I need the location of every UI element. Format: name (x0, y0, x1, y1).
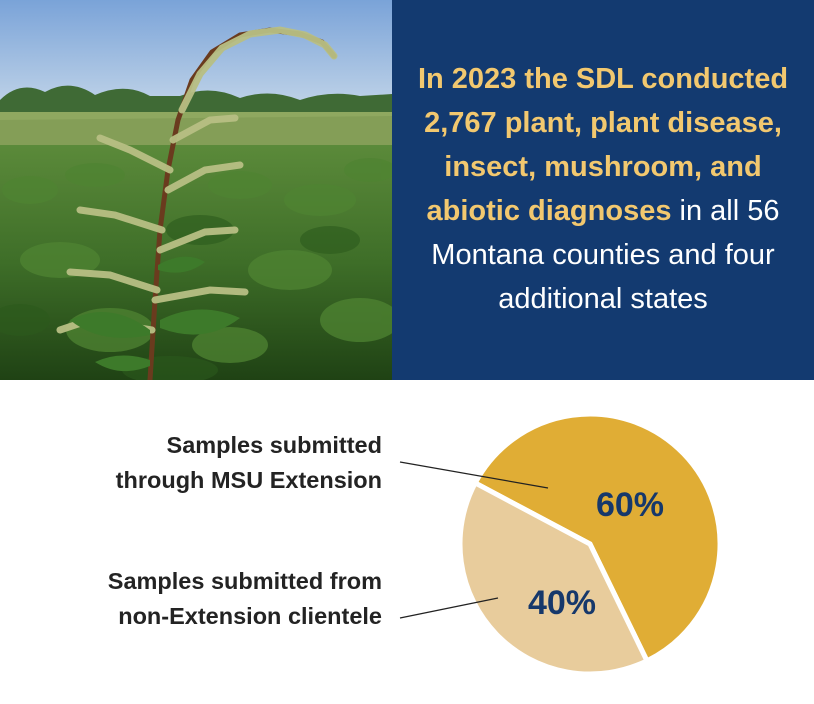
extension-slice-label: Samples submitted through MSU Extension (116, 428, 382, 498)
non-extension-slice (457, 479, 651, 677)
extension-slice-percent: 60% (596, 486, 664, 524)
extension-slice-leader-line (399, 461, 549, 489)
summary-text: In 2023 the SDL conducted 2,767 plant, p… (413, 57, 793, 321)
non-extension-slice-leader-line (399, 597, 499, 619)
non-extension-label-line-1: Samples submitted from (107, 568, 382, 594)
summary-banner: In 2023 the SDL conducted 2,767 plant, p… (392, 0, 814, 380)
pie-chart: 60% 40% (399, 411, 723, 677)
non-extension-label-line-2: non-Extension clientele (118, 603, 382, 629)
extension-label-line-1: Samples submitted (166, 432, 382, 458)
extension-label-line-2: through MSU Extension (115, 467, 382, 493)
non-extension-slice-percent: 40% (528, 584, 596, 622)
summary-rest: in all 56 Montana counties and four addi… (431, 195, 780, 315)
non-extension-slice-label: Samples submitted from non-Extension cli… (108, 564, 382, 634)
pigweed-field-photo (0, 0, 392, 380)
extension-slice (471, 411, 723, 665)
summary-highlight: In 2023 the SDL conducted 2,767 plant, p… (417, 63, 789, 227)
